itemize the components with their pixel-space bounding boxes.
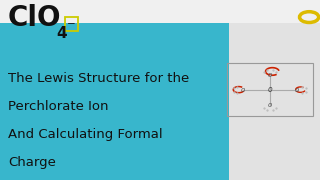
Bar (227, 63, 313, 116)
Bar (0, 0, 320, 23)
Text: ClO: ClO (8, 4, 61, 32)
Text: o: o (295, 87, 299, 93)
Text: −: − (67, 19, 76, 29)
Text: Charge: Charge (8, 156, 56, 169)
Text: 4: 4 (56, 26, 67, 40)
Bar (0, 23, 229, 180)
Text: And Calculating Formal: And Calculating Formal (8, 128, 163, 141)
Text: o: o (268, 72, 272, 78)
Bar (229, 23, 320, 180)
Text: o: o (268, 86, 272, 94)
Text: Perchlorate Ion: Perchlorate Ion (8, 100, 108, 113)
Text: The Lewis Structure for the: The Lewis Structure for the (8, 72, 189, 85)
Text: o: o (240, 87, 245, 93)
Text: o: o (268, 102, 272, 108)
